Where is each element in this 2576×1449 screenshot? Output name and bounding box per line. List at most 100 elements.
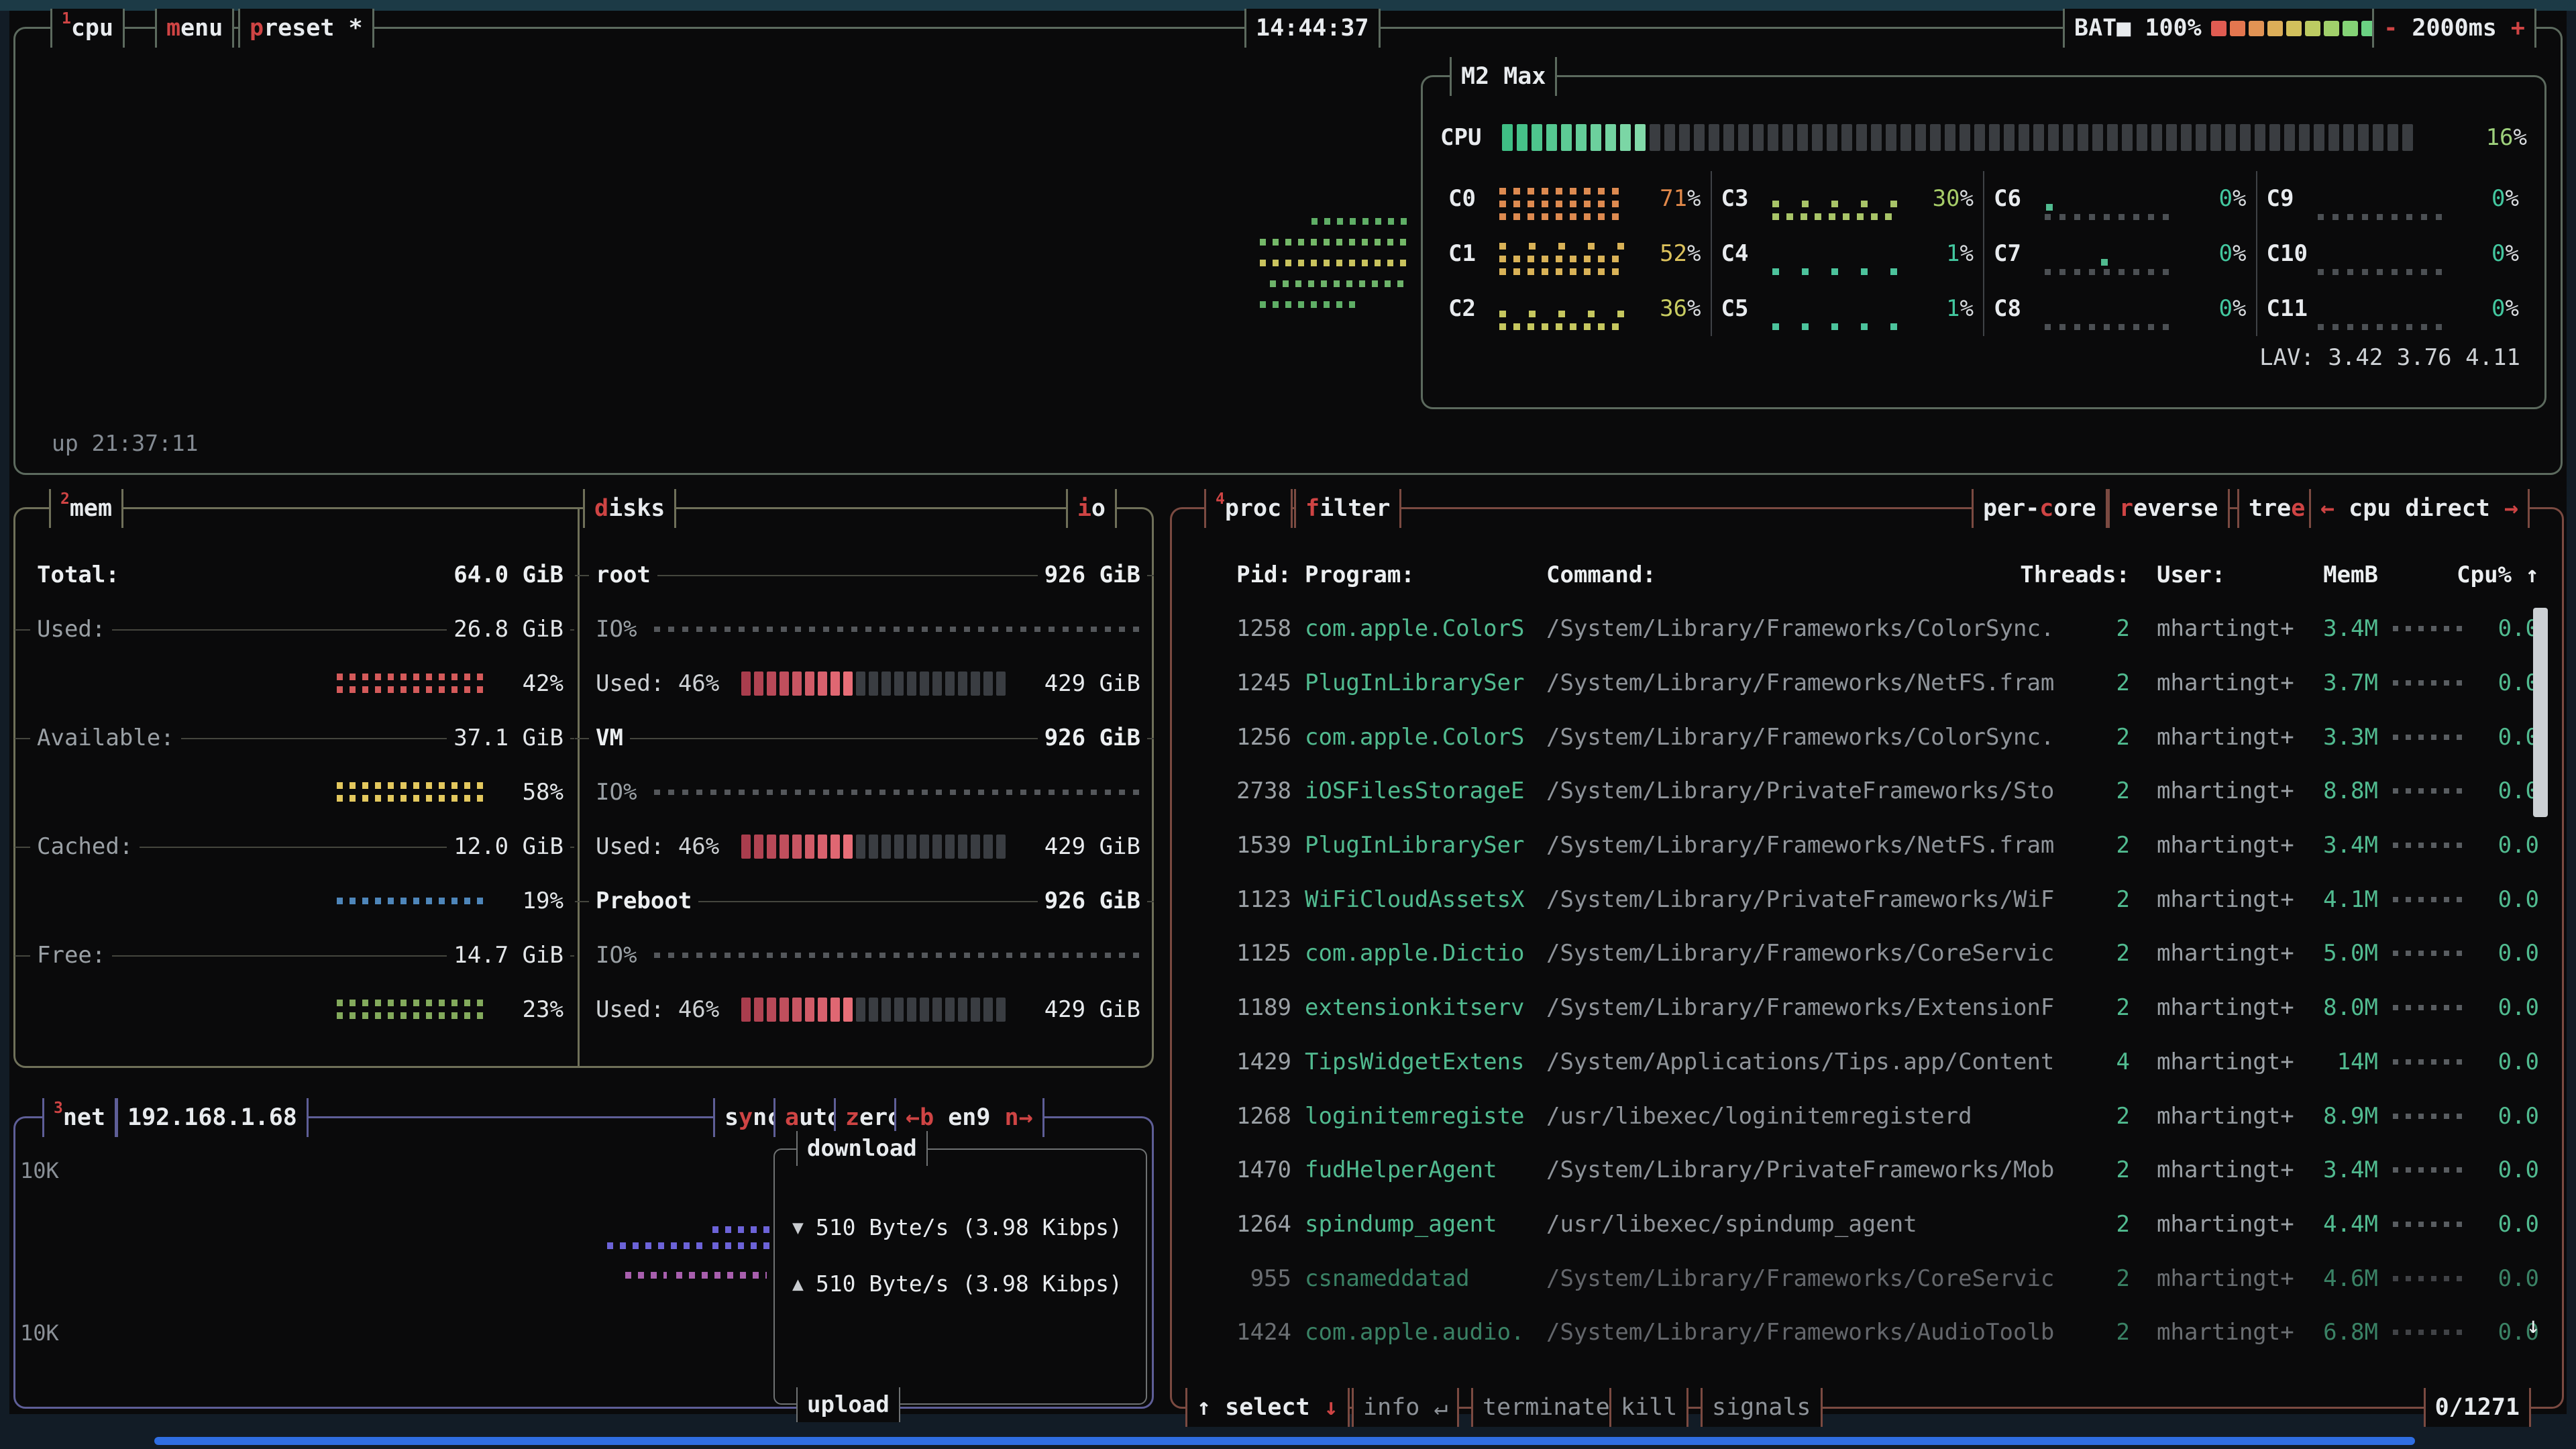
- proc-percore-toggle[interactable]: per-c ore: [1972, 489, 2108, 528]
- core-label: C8: [1994, 295, 2021, 322]
- process-threads: 2: [2116, 777, 2130, 805]
- process-mem: 6.8M: [2323, 1319, 2378, 1346]
- disk-size: 926 GiB: [1037, 887, 1147, 914]
- column-header-pid[interactable]: Pid:: [1236, 561, 1291, 588]
- column-header-program[interactable]: Program:: [1305, 561, 1415, 588]
- column-header-mem[interactable]: MemB: [2323, 561, 2378, 588]
- battery-cell: [2286, 20, 2302, 36]
- column-header-user[interactable]: User:: [2157, 561, 2226, 588]
- process-row[interactable]: 1539 PlugInLibrarySer/System/Library/Fram…: [1201, 818, 2539, 873]
- tab-cpu[interactable]: 1 cpu: [50, 9, 125, 48]
- process-row[interactable]: 1123 WiFiCloudAssetsX/System/Library/Priv…: [1201, 872, 2539, 926]
- meter-block: [1664, 124, 1675, 151]
- meter-block: [1650, 124, 1660, 151]
- select-down-icon[interactable]: ↓: [1324, 1394, 1338, 1421]
- sort-left-arrow-icon[interactable]: ←: [2320, 495, 2335, 522]
- next-interface-button[interactable]: n→: [1004, 1104, 1033, 1131]
- select-up-icon[interactable]: ↑: [1197, 1394, 1212, 1421]
- proc-selection-count: 0/1271: [2423, 1388, 2531, 1427]
- process-threads: 2: [2116, 615, 2130, 643]
- process-row[interactable]: 1470 fudHelperAgent/System/Library/Privat…: [1201, 1143, 2539, 1197]
- tab-net[interactable]: 3 net: [42, 1098, 117, 1137]
- tab-proc[interactable]: 4 proc: [1204, 489, 1293, 528]
- process-mem: 3.4M: [2323, 1157, 2378, 1184]
- prev-interface-button[interactable]: ←b: [906, 1104, 934, 1131]
- core-percent: 71%: [1660, 185, 1701, 212]
- core-label: C3: [1721, 185, 1749, 212]
- proc-select-controls[interactable]: ↑ select ↓: [1185, 1388, 1350, 1427]
- proc-kill-button[interactable]: kill: [1609, 1388, 1689, 1427]
- column-header-threads[interactable]: Threads:: [2020, 561, 2130, 588]
- preset-button[interactable]: p reset *: [238, 9, 374, 48]
- net-history-graph: [712, 1242, 769, 1249]
- column-header-command[interactable]: Command:: [1546, 561, 1656, 588]
- process-program: csnameddatad: [1305, 1265, 1470, 1292]
- meter-block: [2122, 124, 2133, 151]
- proc-signals-button[interactable]: signals: [1701, 1388, 1823, 1427]
- core-meter: [1499, 232, 1625, 275]
- process-cpu-meter: [2393, 1221, 2465, 1227]
- process-row[interactable]: 1245 PlugInLibrarySer/System/Library/Fram…: [1201, 656, 2539, 710]
- mem-meter-row: 19%: [37, 873, 564, 928]
- process-threads: 2: [2116, 1157, 2130, 1184]
- process-user: mhartingt+: [2157, 1048, 2294, 1075]
- meter-block: [2181, 124, 2192, 151]
- process-row[interactable]: 1429 TipsWidgetExtens/System/Applications…: [1201, 1035, 2539, 1089]
- process-mem: 3.3M: [2323, 723, 2378, 751]
- process-row[interactable]: 2738 iOSFilesStorageE/System/Library/Priv…: [1201, 764, 2539, 818]
- proc-scrollbar-thumb[interactable]: [2533, 608, 2548, 817]
- mem-stat-row: Used: 26.8 GiB: [15, 602, 574, 656]
- process-row[interactable]: 1189 extensionkitserv/System/Library/Fram…: [1201, 981, 2539, 1035]
- proc-terminate-button[interactable]: terminate: [1471, 1388, 1621, 1427]
- process-cpu-meter: [2393, 1330, 2465, 1336]
- process-cpu: 0.0: [2498, 885, 2539, 913]
- meter-block: [1532, 124, 1542, 151]
- core-label: C7: [1994, 240, 2021, 267]
- cpu-box: 1 cpu m enu p reset * 14:44:37 BAT ■ 100% - …: [13, 9, 2563, 475]
- process-row[interactable]: 1258 com.apple.ColorS/System/Library/Fram…: [1201, 602, 2539, 656]
- proc-sort-switcher[interactable]: ← cpu direct →: [2308, 489, 2530, 528]
- process-row[interactable]: 1264 spindump_agent/usr/libexec/spindump_…: [1201, 1197, 2539, 1252]
- upload-arrow-icon: ▲: [792, 1273, 804, 1295]
- sort-right-arrow-icon[interactable]: →: [2504, 495, 2518, 522]
- cpu-hotkey-number: 1: [62, 10, 71, 28]
- process-row[interactable]: 955 csnameddatad/System/Library/Framework…: [1201, 1251, 2539, 1305]
- proc-tree-toggle[interactable]: tre e: [2237, 489, 2317, 528]
- proc-filter-button[interactable]: f ilter: [1294, 489, 1402, 528]
- core-column-2: C3 30% C4 1% C5 1%: [1710, 171, 1984, 336]
- tab-mem[interactable]: 2 mem: [49, 489, 124, 528]
- process-row[interactable]: 1125 com.apple.Dictio/System/Library/Fram…: [1201, 926, 2539, 981]
- refresh-increase-button[interactable]: +: [2510, 15, 2525, 42]
- meter-block: [2387, 124, 2398, 151]
- column-header-cpu[interactable]: Cpu% ↑: [2457, 561, 2539, 588]
- refresh-decrease-button[interactable]: -: [2383, 15, 2398, 42]
- proc-reverse-toggle[interactable]: r everse: [2108, 489, 2230, 528]
- core-percent: 1%: [1946, 240, 1974, 267]
- tab-disks[interactable]: d isks: [583, 489, 677, 528]
- disk-used-meter: [741, 997, 1025, 1022]
- core-label: C10: [2266, 240, 2308, 267]
- core-row: C4 1%: [1721, 226, 1974, 281]
- process-threads: 2: [2116, 1319, 2130, 1346]
- process-mem: 4.4M: [2323, 1210, 2378, 1238]
- process-row[interactable]: 1424 com.apple.audio. /System/Library/Fram…: [1201, 1305, 2539, 1360]
- proc-info-button[interactable]: info ↵: [1352, 1388, 1460, 1427]
- process-row[interactable]: 1256 com.apple.ColorS/System/Library/Fram…: [1201, 710, 2539, 764]
- cpu-detail-box: M2 Max CPU 16% C0 71% C1 52% C2 36% C3 30% C4 1%…: [1421, 57, 2546, 409]
- mem-stat-label: Free:: [30, 941, 113, 969]
- core-meter: [1499, 177, 1625, 220]
- process-row[interactable]: 1268 loginitemregiste/usr/libexec/loginit…: [1201, 1089, 2539, 1143]
- disk-io-row: IO%: [596, 602, 1140, 656]
- core-percent: 52%: [1660, 240, 1701, 267]
- process-pid: 1264: [1236, 1210, 1291, 1238]
- meter-block: [1591, 124, 1601, 151]
- process-cpu-meter: [2393, 788, 2465, 794]
- process-pid: 1470: [1236, 1157, 1291, 1184]
- process-threads: 2: [2116, 994, 2130, 1022]
- battery-cell: [2229, 20, 2245, 36]
- meter-block: [1502, 124, 1513, 151]
- menu-button[interactable]: m enu: [155, 9, 235, 48]
- battery-cell: [2210, 20, 2226, 36]
- net-interface-switcher[interactable]: ←b en9 n→: [894, 1098, 1044, 1137]
